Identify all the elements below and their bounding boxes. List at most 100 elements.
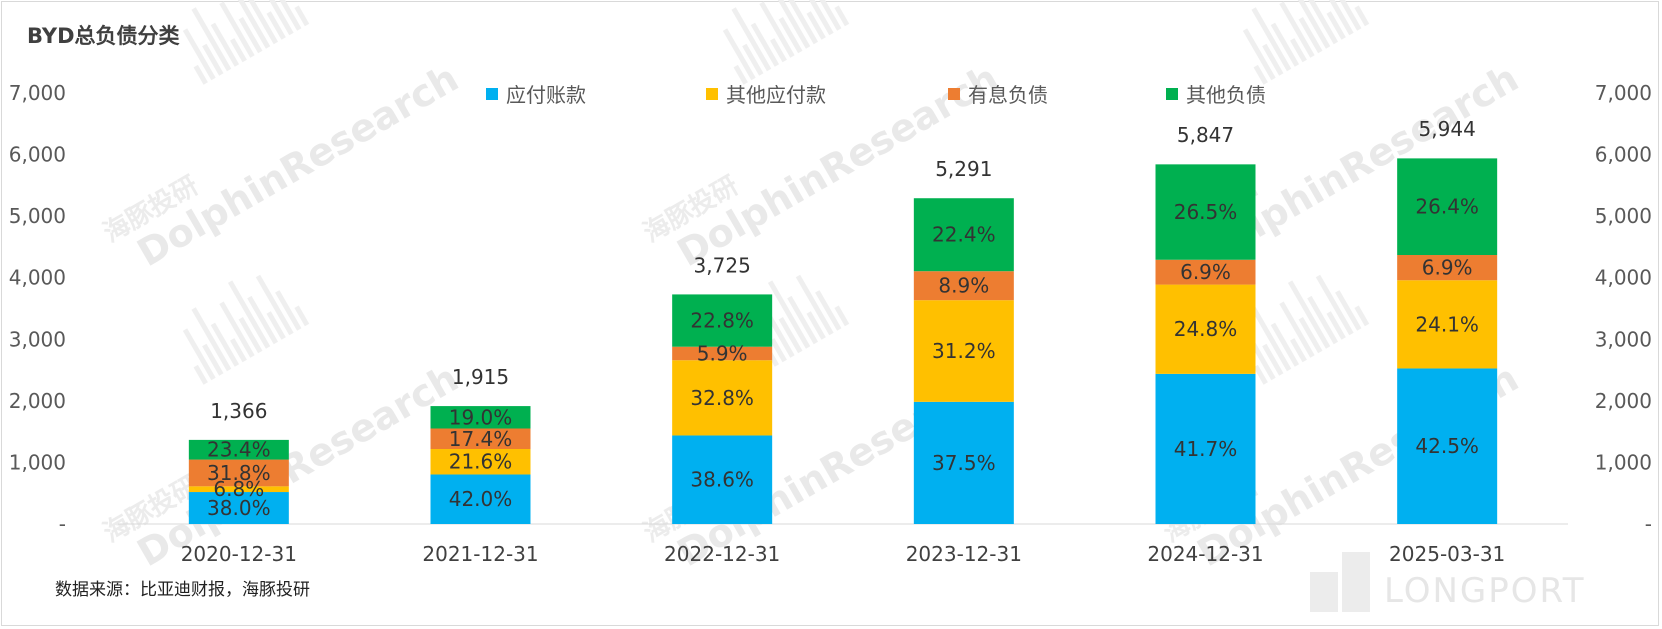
watermark-mark bbox=[795, 274, 834, 336]
watermark-mark bbox=[202, 343, 224, 376]
watermark-mark bbox=[210, 22, 240, 67]
segment-label: 42.0% bbox=[449, 487, 513, 511]
bar-group: 42.5% 24.1% 6.9% 26.4% 5,944 2025-03-31 bbox=[1389, 117, 1505, 566]
x-tick-label: 2023-12-31 bbox=[906, 542, 1022, 566]
segment-label: 24.8% bbox=[1174, 317, 1238, 341]
watermark-mark bbox=[210, 322, 240, 367]
watermark-mark bbox=[759, 1, 795, 58]
bar-segment bbox=[188, 459, 289, 487]
legend-swatch bbox=[486, 88, 498, 100]
watermark-mark bbox=[733, 64, 748, 85]
watermark-mark bbox=[1253, 64, 1268, 85]
total-label: 3,725 bbox=[694, 254, 751, 278]
watermark-mark bbox=[191, 7, 232, 72]
watermark-mark bbox=[275, 0, 302, 31]
watermark-mark bbox=[1298, 316, 1323, 354]
total-label: 1,366 bbox=[210, 399, 267, 423]
bar-segment bbox=[1397, 368, 1498, 524]
bar-segment bbox=[913, 401, 1014, 524]
watermark-mark bbox=[1279, 301, 1315, 358]
total-label: 5,944 bbox=[1419, 117, 1476, 141]
bar-segment bbox=[1155, 284, 1256, 374]
watermark-mark bbox=[266, 311, 286, 340]
segment-label: 6.9% bbox=[1422, 256, 1473, 280]
segment-label: 5.9% bbox=[697, 341, 748, 365]
y-tick-label: 7,000 bbox=[9, 81, 66, 105]
watermark-mark bbox=[1315, 274, 1354, 336]
segment-label: 42.5% bbox=[1415, 434, 1479, 458]
watermark-mark bbox=[230, 38, 247, 63]
watermark-mark bbox=[1315, 0, 1354, 36]
legend: 应付账款 其他应付款 有息负债 其他负债 bbox=[486, 83, 1266, 107]
segment-label: 17.4% bbox=[449, 427, 513, 451]
watermark-mark bbox=[1290, 338, 1307, 363]
segment-label: 22.4% bbox=[932, 223, 996, 247]
brand-watermark: LONGPORT bbox=[1310, 552, 1585, 612]
brand-text: LONGPORT bbox=[1384, 571, 1585, 611]
segment-label: 31.8% bbox=[207, 461, 271, 485]
watermark-mark bbox=[1290, 38, 1307, 63]
chart-title: BYD总负债分类 bbox=[27, 24, 180, 48]
legend-swatch bbox=[706, 88, 718, 100]
bar-segment bbox=[913, 271, 1014, 301]
segment-label: 19.0% bbox=[449, 405, 513, 429]
watermark-mark bbox=[1298, 16, 1323, 54]
segment-label: 22.8% bbox=[690, 309, 754, 333]
watermark-mark bbox=[202, 43, 224, 76]
watermark-mark bbox=[182, 328, 216, 381]
segment-label: 41.7% bbox=[1174, 437, 1238, 461]
watermark-mark bbox=[255, 0, 294, 36]
y-tick-label: 2,000 bbox=[9, 389, 66, 413]
bar-segment bbox=[913, 300, 1014, 402]
watermark-mark bbox=[1307, 295, 1339, 345]
y-tick-label: 1,000 bbox=[9, 450, 66, 474]
watermark-mark bbox=[778, 316, 803, 354]
y2-tick-label: 2,000 bbox=[1595, 389, 1652, 413]
segment-label: 26.4% bbox=[1415, 195, 1479, 219]
legend-swatch bbox=[948, 88, 960, 100]
total-label: 5,291 bbox=[935, 157, 992, 181]
watermark-mark bbox=[834, 305, 850, 327]
segment-label: 38.6% bbox=[690, 468, 754, 492]
watermark-mark bbox=[806, 11, 826, 40]
watermark-mark bbox=[815, 290, 842, 331]
source-note: 数据来源：比亚迪财报，海豚投研 bbox=[55, 580, 310, 600]
watermark-text: DolphinResearch bbox=[130, 56, 466, 275]
watermark-mark bbox=[770, 338, 787, 363]
watermark-mark bbox=[815, 0, 842, 31]
y2-tick-label: 1,000 bbox=[1595, 450, 1652, 474]
watermark-mark bbox=[247, 0, 279, 45]
watermark-mark bbox=[1335, 290, 1362, 331]
watermark-mark bbox=[182, 28, 216, 81]
watermark-mark bbox=[266, 11, 286, 40]
segment-label: 21.6% bbox=[449, 450, 513, 474]
watermark-mark bbox=[834, 5, 850, 27]
segment-label: 32.8% bbox=[690, 386, 754, 410]
watermark-mark bbox=[1307, 0, 1339, 45]
brand-logo-mark bbox=[1342, 552, 1370, 612]
y2-tick-label: - bbox=[1645, 512, 1652, 536]
y-tick-label: 5,000 bbox=[9, 204, 66, 228]
bar-group: 41.7% 24.8% 6.9% 26.5% 5,847 2024-12-31 bbox=[1147, 123, 1263, 566]
legend-swatch bbox=[1166, 88, 1178, 100]
legend-label: 应付账款 bbox=[506, 83, 586, 107]
y-tick-label: 4,000 bbox=[9, 266, 66, 290]
watermark-mark bbox=[731, 7, 772, 72]
bar-segment bbox=[672, 294, 773, 347]
y2-tick-label: 3,000 bbox=[1595, 327, 1652, 351]
watermark-mark bbox=[275, 290, 302, 331]
watermark-mark bbox=[219, 1, 255, 58]
legend-label: 有息负债 bbox=[968, 83, 1048, 107]
bar-group: 37.5% 31.2% 8.9% 22.4% 5,291 2023-12-31 bbox=[906, 157, 1022, 566]
segment-label: 23.4% bbox=[207, 438, 271, 462]
watermark-mark bbox=[1354, 5, 1370, 27]
bar-segment bbox=[430, 428, 531, 450]
bar-segment bbox=[1155, 259, 1256, 285]
segment-label: 38.0% bbox=[207, 496, 271, 520]
watermark-mark bbox=[193, 64, 208, 85]
watermark-mark bbox=[742, 43, 764, 76]
bar-group: 38.6% 32.8% 5.9% 22.8% 3,725 2022-12-31 bbox=[664, 254, 780, 566]
legend-item: 其他负债 bbox=[1166, 83, 1266, 107]
watermark-mark bbox=[1251, 7, 1292, 72]
